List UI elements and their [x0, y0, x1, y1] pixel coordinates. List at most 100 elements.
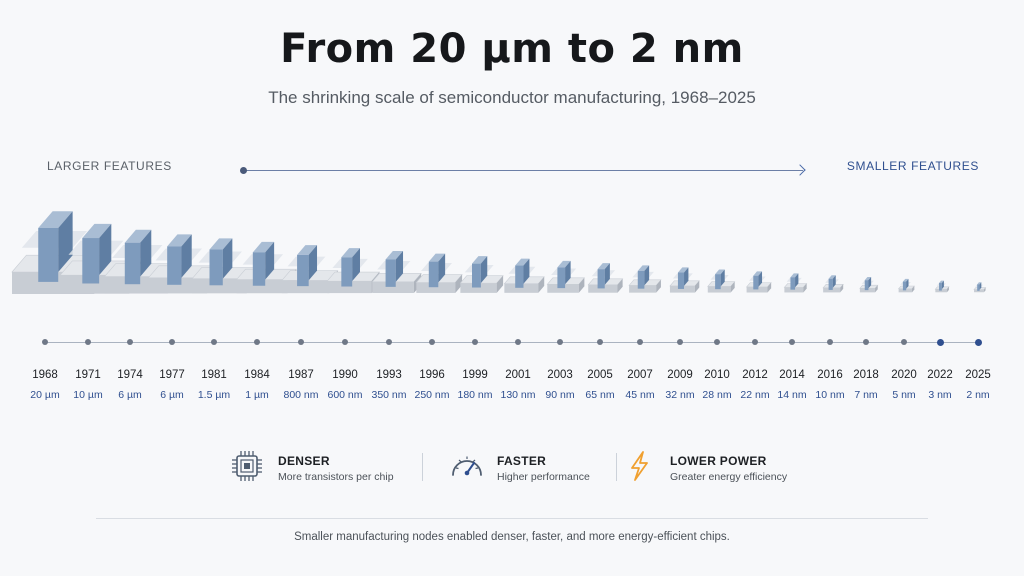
timeline-dot [677, 339, 683, 345]
page-subtitle: The shrinking scale of semiconductor man… [268, 88, 756, 107]
timeline-year: 1974 [117, 369, 143, 381]
transistor-illustrations [11, 211, 987, 294]
timeline-year: 2009 [667, 369, 693, 381]
timeline-node-size: 7 nm [854, 389, 878, 401]
timeline-node-size: 350 nm [371, 389, 407, 401]
transistor-illustration [745, 271, 772, 293]
timeline-dot [42, 339, 48, 345]
timeline-node-size: 6 µm [118, 389, 142, 401]
timeline-node-size: 130 nm [500, 389, 536, 401]
timeline-dot [901, 339, 907, 345]
transistor-illustration [934, 280, 950, 293]
timeline-year: 2020 [891, 369, 917, 381]
transistor-illustration [783, 273, 808, 293]
timeline-node-size: 22 nm [740, 389, 770, 401]
speedometer-icon [452, 456, 482, 476]
timeline-year: 2010 [704, 369, 730, 381]
benefit-title: LOWER POWER [670, 454, 767, 468]
timeline-year: 2005 [587, 369, 613, 381]
timeline-dot [515, 339, 521, 345]
transistor-illustration [546, 260, 586, 293]
timeline-dot [386, 339, 392, 345]
timeline-dot [974, 338, 982, 346]
timeline-year: 1999 [462, 369, 488, 381]
transistor-illustration [459, 256, 504, 293]
timeline-year: 1993 [376, 369, 402, 381]
timeline-dot [827, 339, 833, 345]
timeline-node-size: 32 nm [665, 389, 695, 401]
timeline-node-size: 1.5 µm [197, 389, 231, 401]
timeline-node-size: 10 nm [815, 389, 845, 401]
footer-caption: Smaller manufacturing nodes enabled dens… [294, 531, 730, 543]
page-title: From 20 µm to 2 nm [280, 26, 744, 72]
timeline-node-size: 5 nm [892, 389, 916, 401]
timeline-node-size: 45 nm [625, 389, 655, 401]
timeline-node-size: 14 nm [777, 389, 807, 401]
timeline-dot [429, 339, 435, 345]
timeline-node-size: 28 nm [702, 389, 732, 401]
smaller-features-label: SMALLER FEATURES [846, 159, 979, 173]
transistor-illustration [707, 269, 736, 293]
timeline-dot [557, 339, 563, 345]
timeline-node-size: 65 nm [585, 389, 615, 401]
timeline-dot [936, 338, 944, 346]
timeline-dot [127, 339, 133, 345]
benefit-desc: Greater energy efficiency [670, 471, 788, 483]
transistor-illustration [822, 275, 844, 293]
transistor-illustration [371, 250, 422, 294]
timeline-node-size: 600 nm [327, 389, 363, 401]
timeline-dot [169, 339, 175, 345]
timeline-dot [298, 339, 304, 345]
timeline-dot [752, 339, 758, 345]
timeline-dot [597, 339, 603, 345]
timeline-dot [789, 339, 795, 345]
timeline-node-size: 250 nm [414, 389, 450, 401]
chip-icon [232, 451, 262, 481]
transistor-illustration [859, 277, 879, 293]
timeline-node-size: 180 nm [457, 389, 493, 401]
transistor-illustration [326, 248, 381, 294]
timeline-dot [714, 339, 720, 345]
timeline-year: 2001 [505, 369, 531, 381]
timeline-node-size: 6 µm [160, 389, 184, 401]
divider [422, 453, 423, 481]
timeline-dot [863, 339, 869, 345]
timeline-node-size: 800 nm [283, 389, 319, 401]
transistor-illustration [897, 278, 915, 293]
transistor-illustration [281, 245, 339, 294]
direction-arrow-icon [240, 167, 803, 174]
timeline-year: 2018 [853, 369, 879, 381]
timeline-year: 1968 [32, 369, 58, 381]
timeline-dot [85, 339, 91, 345]
benefit-title: FASTER [497, 454, 547, 468]
benefit-desc: Higher performance [497, 471, 590, 483]
timeline-node-size: 90 nm [545, 389, 575, 401]
timeline-node-size: 2 nm [966, 389, 990, 401]
timeline-year: 1971 [75, 369, 101, 381]
transistor-illustration [503, 258, 545, 293]
transistor-illustration [415, 253, 463, 293]
timeline-year: 2014 [779, 369, 805, 381]
timeline-year: 2025 [965, 369, 991, 381]
transistor-illustration [587, 263, 624, 293]
timeline-dot [637, 339, 643, 345]
timeline-year: 2003 [547, 369, 573, 381]
benefit-desc: More transistors per chip [278, 471, 394, 483]
transistor-illustration [628, 265, 662, 293]
timeline-node-size: 20 µm [30, 389, 60, 401]
timeline-axis [44, 342, 978, 343]
timeline-year: 2012 [742, 369, 768, 381]
timeline-dot [342, 339, 348, 345]
timeline-year: 1996 [419, 369, 445, 381]
timeline-dot [472, 339, 478, 345]
lightning-icon [631, 451, 648, 481]
timeline-year: 2022 [927, 369, 953, 381]
timeline-year: 1984 [244, 369, 270, 381]
timeline-dot [211, 339, 217, 345]
timeline-year: 1977 [159, 369, 185, 381]
divider [616, 453, 617, 481]
timeline-year: 2007 [627, 369, 653, 381]
timeline-node-size: 10 µm [73, 389, 103, 401]
timeline-year: 1990 [332, 369, 358, 381]
timeline-node-size: 3 nm [928, 389, 952, 401]
